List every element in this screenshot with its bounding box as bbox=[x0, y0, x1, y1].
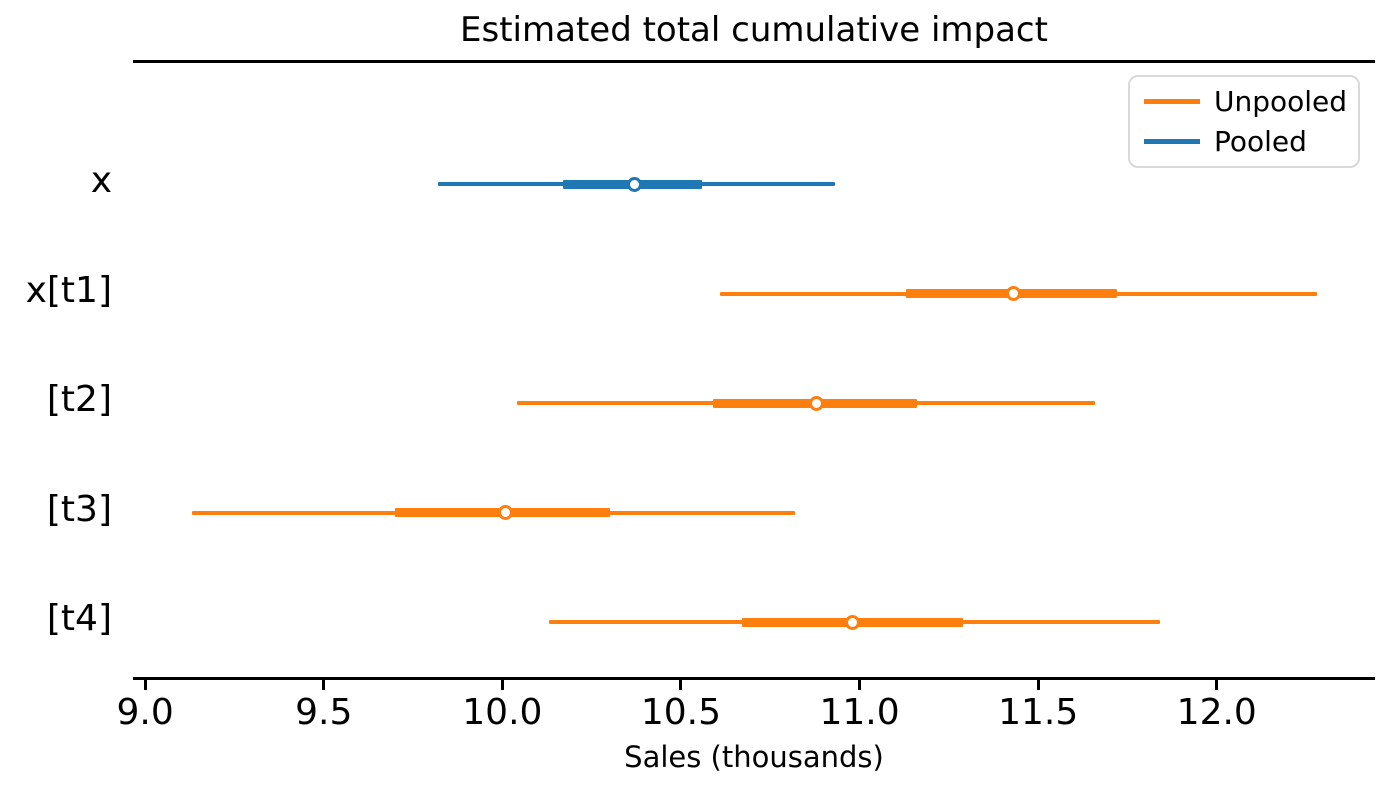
legend-label-unpooled: Unpooled bbox=[1214, 84, 1348, 118]
y-tick-label: [t2] bbox=[46, 379, 112, 420]
y-tick-label: [t3] bbox=[46, 488, 112, 530]
mean-point bbox=[627, 176, 642, 192]
x-tick-mark bbox=[1036, 677, 1040, 690]
chart-title: Estimated total cumulative impact bbox=[460, 10, 1048, 50]
legend-entry-pooled: Pooled bbox=[1144, 125, 1344, 158]
x-tick-mark bbox=[858, 677, 862, 690]
x-tick-mark bbox=[143, 677, 147, 690]
pooled-line-swatch bbox=[1144, 139, 1200, 145]
x-axis-label: Sales (thousands) bbox=[624, 740, 884, 774]
y-tick-label: x[t1] bbox=[25, 269, 112, 311]
x-tick-label: 10.5 bbox=[640, 692, 722, 733]
x-tick-mark bbox=[322, 677, 326, 690]
unpooled-line-swatch bbox=[1144, 98, 1200, 104]
legend: Unpooled Pooled bbox=[1128, 75, 1360, 168]
mean-point bbox=[1005, 286, 1021, 301]
mean-point bbox=[498, 505, 514, 520]
y-tick-label: [t4] bbox=[46, 598, 112, 639]
legend-label-pooled: Pooled bbox=[1214, 125, 1307, 159]
mean-point bbox=[809, 395, 825, 411]
x-tick-mark bbox=[500, 677, 504, 690]
x-tick-label: 9.0 bbox=[116, 692, 174, 733]
mean-point bbox=[844, 614, 860, 630]
x-tick-mark bbox=[1215, 677, 1219, 690]
x-tick-mark bbox=[679, 677, 683, 690]
x-tick-label: 10.0 bbox=[462, 692, 543, 733]
x-tick-label: 11.5 bbox=[998, 692, 1079, 733]
x-tick-label: 9.5 bbox=[295, 692, 353, 733]
x-tick-label: 12.0 bbox=[1176, 692, 1257, 733]
legend-entry-unpooled: Unpooled bbox=[1144, 84, 1348, 118]
x-tick-label: 11.0 bbox=[819, 692, 900, 733]
plot-area bbox=[133, 60, 1375, 680]
y-tick-label: x bbox=[90, 160, 112, 201]
